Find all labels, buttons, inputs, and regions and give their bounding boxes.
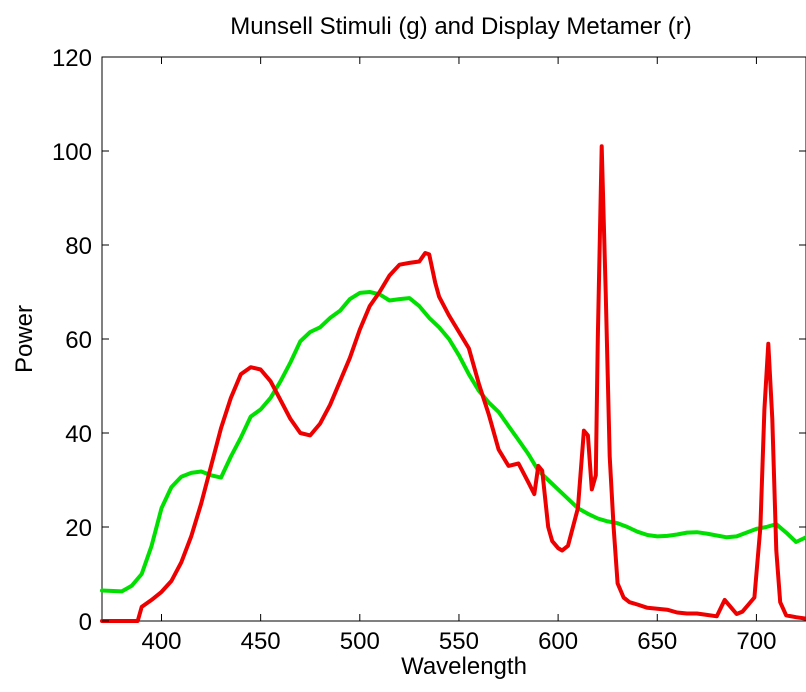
series-line-green — [100, 290, 806, 594]
y-tick-label: 20 — [65, 515, 92, 542]
y-axis-title: Power — [11, 305, 38, 373]
x-tick-label: 400 — [141, 628, 181, 655]
y-tick-label: 60 — [65, 327, 92, 354]
x-tick-label: 700 — [736, 628, 776, 655]
x-tick-label: 650 — [637, 628, 677, 655]
series-line-red — [100, 144, 806, 623]
y-tick-label: 0 — [79, 609, 92, 636]
y-tick-label: 100 — [52, 139, 92, 166]
y-tick-label: 80 — [65, 233, 92, 260]
x-axis-title: Wavelength — [401, 653, 527, 680]
y-tick-label: 40 — [65, 421, 92, 448]
x-tick-label: 450 — [241, 628, 281, 655]
x-tick-label: 600 — [538, 628, 578, 655]
x-tick-label: 550 — [439, 628, 479, 655]
y-tick-label: 120 — [52, 45, 92, 72]
plot-area — [101, 56, 806, 622]
x-tick-label: 500 — [340, 628, 380, 655]
series-layer — [100, 144, 806, 623]
ticks-layer: 400 450 500 550 600 650 700 0 20 40 60 80 100 120 — [52, 45, 806, 655]
chart-title: Munsell Stimuli (g) and Display Metamer … — [230, 13, 691, 40]
